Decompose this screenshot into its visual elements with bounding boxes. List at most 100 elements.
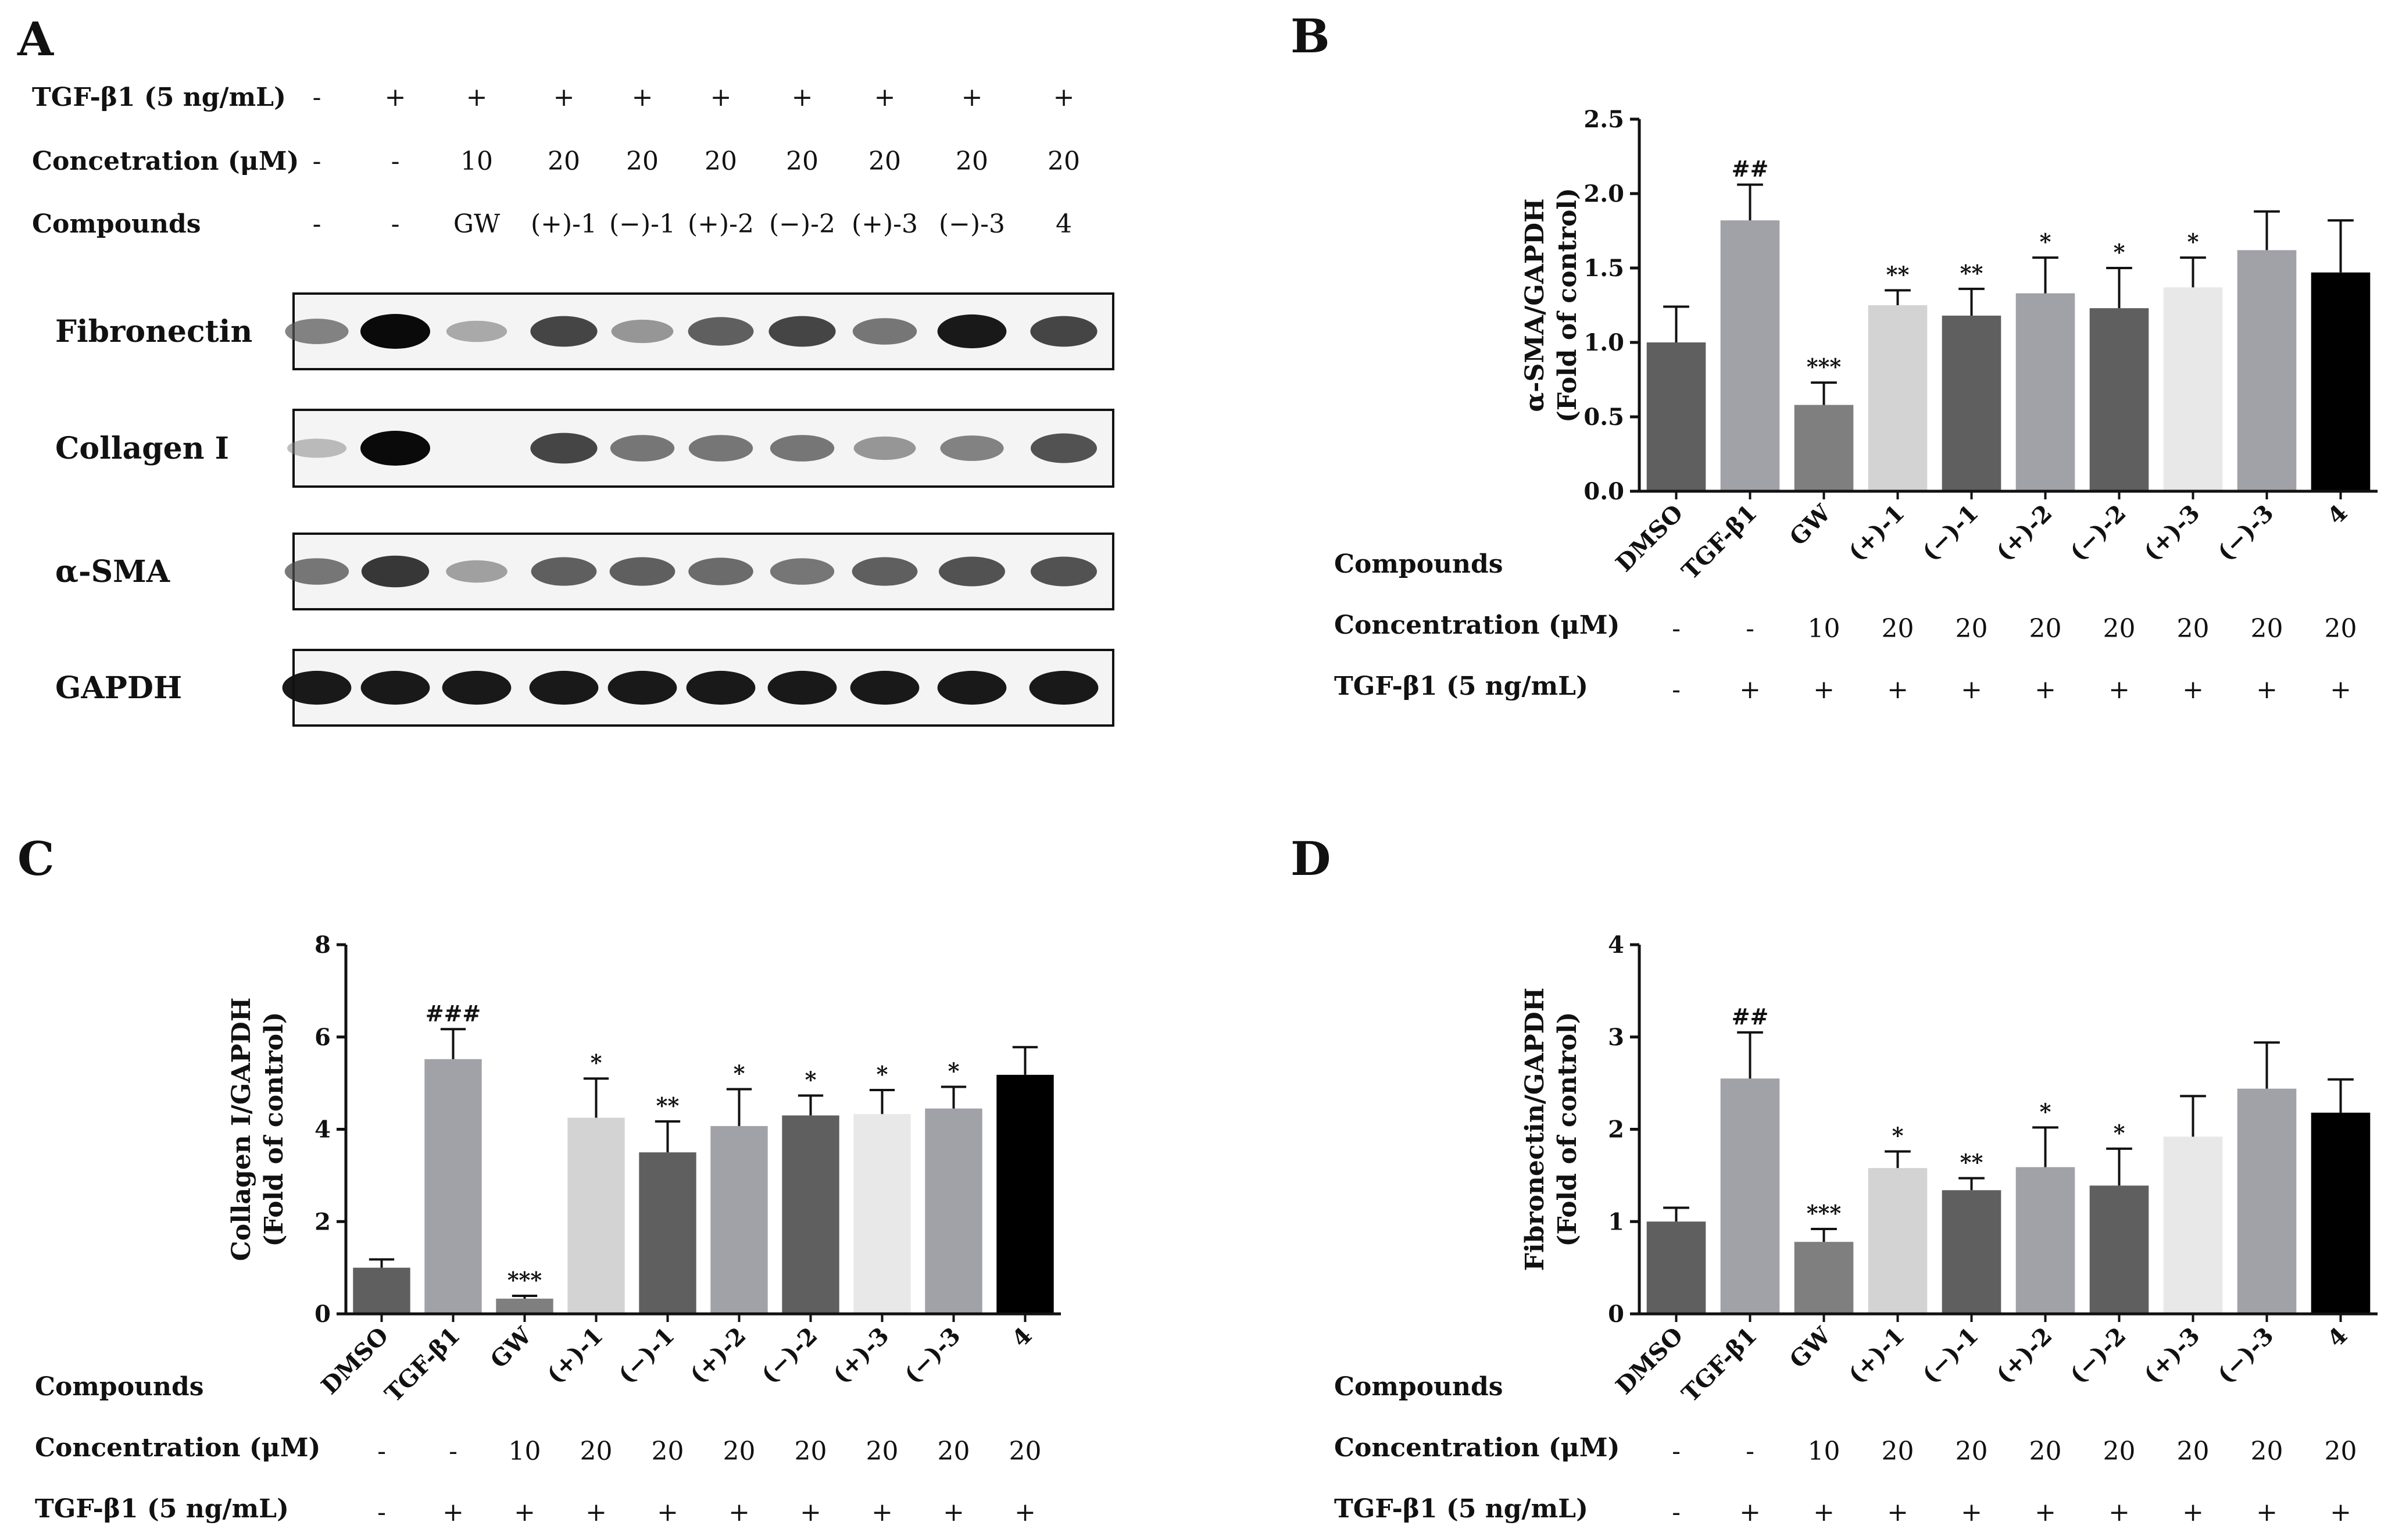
y-axis-title: α-SMA/GAPDH <box>1520 198 1550 412</box>
category-label: (+)-2 <box>1990 499 2057 566</box>
significance-label: * <box>2040 1098 2051 1124</box>
significance-label: ** <box>1886 261 1910 287</box>
table-cell: + <box>2108 1498 2130 1527</box>
bar <box>1942 315 2001 491</box>
blot-band <box>609 557 675 586</box>
bar <box>2163 287 2223 491</box>
wb-header-cell: 20 <box>1048 147 1080 176</box>
category-label: TGF-β1 <box>1676 1322 1762 1407</box>
blot-band <box>442 670 512 705</box>
category-label: TGF-β1 <box>380 1322 465 1407</box>
category-label: (+)-3 <box>2138 1322 2205 1389</box>
bar <box>1646 342 1706 491</box>
panel-letter-c: C <box>17 831 55 886</box>
table-row-label: Compounds <box>1334 549 1503 579</box>
bar <box>782 1115 839 1314</box>
blot-band <box>770 435 835 462</box>
blot-band <box>940 435 1004 461</box>
blot-band <box>852 318 917 345</box>
blot-band <box>768 316 836 347</box>
category-label: 4 <box>2322 1322 2353 1353</box>
category-label: (+)-2 <box>1990 1322 2057 1389</box>
category-label: (+)-1 <box>541 1322 608 1389</box>
panel-letter-b: B <box>1291 9 1330 63</box>
table-cell: + <box>2330 1498 2351 1527</box>
y-tick-label: 1.5 <box>1583 255 1624 282</box>
blot-label: α-SMA <box>55 554 170 589</box>
blot-band <box>610 435 675 462</box>
bar <box>2089 1185 2149 1314</box>
panel-letter-d: D <box>1291 831 1331 886</box>
blot-band <box>937 314 1007 349</box>
blot-band <box>852 557 918 586</box>
table-cell: + <box>871 1498 893 1527</box>
y-tick-label: 4 <box>1608 931 1624 959</box>
blot-band <box>850 670 920 705</box>
blot-band <box>282 670 352 705</box>
table-cell: + <box>442 1498 464 1527</box>
bar <box>2015 1167 2075 1314</box>
category-label: (−)-2 <box>756 1322 823 1389</box>
significance-label: ** <box>1960 260 1983 286</box>
table-cell: - <box>377 1437 386 1466</box>
blot-band <box>530 433 598 464</box>
table-row-label: Concentration (μM) <box>35 1433 320 1463</box>
blot-band <box>937 670 1007 705</box>
significance-label: ## <box>1732 1003 1769 1030</box>
y-tick-label: 8 <box>314 931 331 959</box>
bar <box>1868 305 1928 491</box>
blot-band <box>686 670 756 705</box>
y-axis-title: Collagen I/GAPDH <box>227 998 256 1262</box>
category-label: GW <box>485 1321 537 1374</box>
table-cell: - <box>1672 1437 1681 1466</box>
blot-band <box>285 319 349 344</box>
bar <box>2237 1088 2297 1314</box>
blot-band <box>1029 670 1099 705</box>
wb-header-cell: 20 <box>548 147 580 176</box>
significance-label: *** <box>507 1267 542 1293</box>
table-cell: 20 <box>2325 614 2357 644</box>
significance-label: ** <box>656 1092 680 1119</box>
bar <box>567 1117 625 1314</box>
table-cell: + <box>2182 1498 2204 1527</box>
table-cell: 20 <box>2177 614 2210 644</box>
wb-header-cell: + <box>874 83 896 112</box>
category-label: (−)-1 <box>1917 499 1983 566</box>
blot-band <box>767 670 837 705</box>
panel-letter-a: A <box>17 12 54 66</box>
y-tick-label: 2.0 <box>1583 180 1624 208</box>
table-cell: + <box>2256 675 2278 705</box>
bar <box>2163 1137 2223 1314</box>
wb-header-cell: + <box>792 83 813 112</box>
table-cell: 20 <box>652 1437 684 1466</box>
wb-header-cell: (−)-3 <box>939 209 1005 239</box>
bar <box>1868 1168 1928 1314</box>
table-cell: - <box>1672 675 1681 705</box>
table-cell: + <box>1813 675 1835 705</box>
significance-label: * <box>1892 1123 1904 1149</box>
bar <box>1720 220 1780 491</box>
y-tick-label: 2.5 <box>1583 106 1624 133</box>
table-cell: 20 <box>2103 614 2136 644</box>
wb-header-cell: (+)-2 <box>688 209 754 239</box>
blot-band <box>361 555 430 588</box>
table-cell: 20 <box>1956 614 1988 644</box>
category-label: GW <box>1784 1321 1836 1374</box>
category-label: (−)-1 <box>1917 1322 1983 1389</box>
wb-header-cell: 20 <box>786 147 818 176</box>
bar <box>1942 1190 2001 1314</box>
significance-label: * <box>2114 239 2125 265</box>
table-cell: 20 <box>2103 1437 2136 1466</box>
table-cell: 20 <box>866 1437 899 1466</box>
y-tick-label: 0 <box>1608 1300 1624 1328</box>
table-cell: + <box>1739 675 1761 705</box>
wb-header-cell: - <box>313 83 321 112</box>
significance-label: * <box>2187 228 2199 255</box>
table-cell: + <box>1961 675 1982 705</box>
wb-header-cell: 20 <box>956 147 988 176</box>
wb-header-cell: - <box>391 147 400 176</box>
wb-header-cell: 20 <box>626 147 659 176</box>
table-row-label: Compounds <box>1334 1372 1503 1402</box>
blot-band <box>1030 316 1098 347</box>
bar <box>496 1298 553 1314</box>
